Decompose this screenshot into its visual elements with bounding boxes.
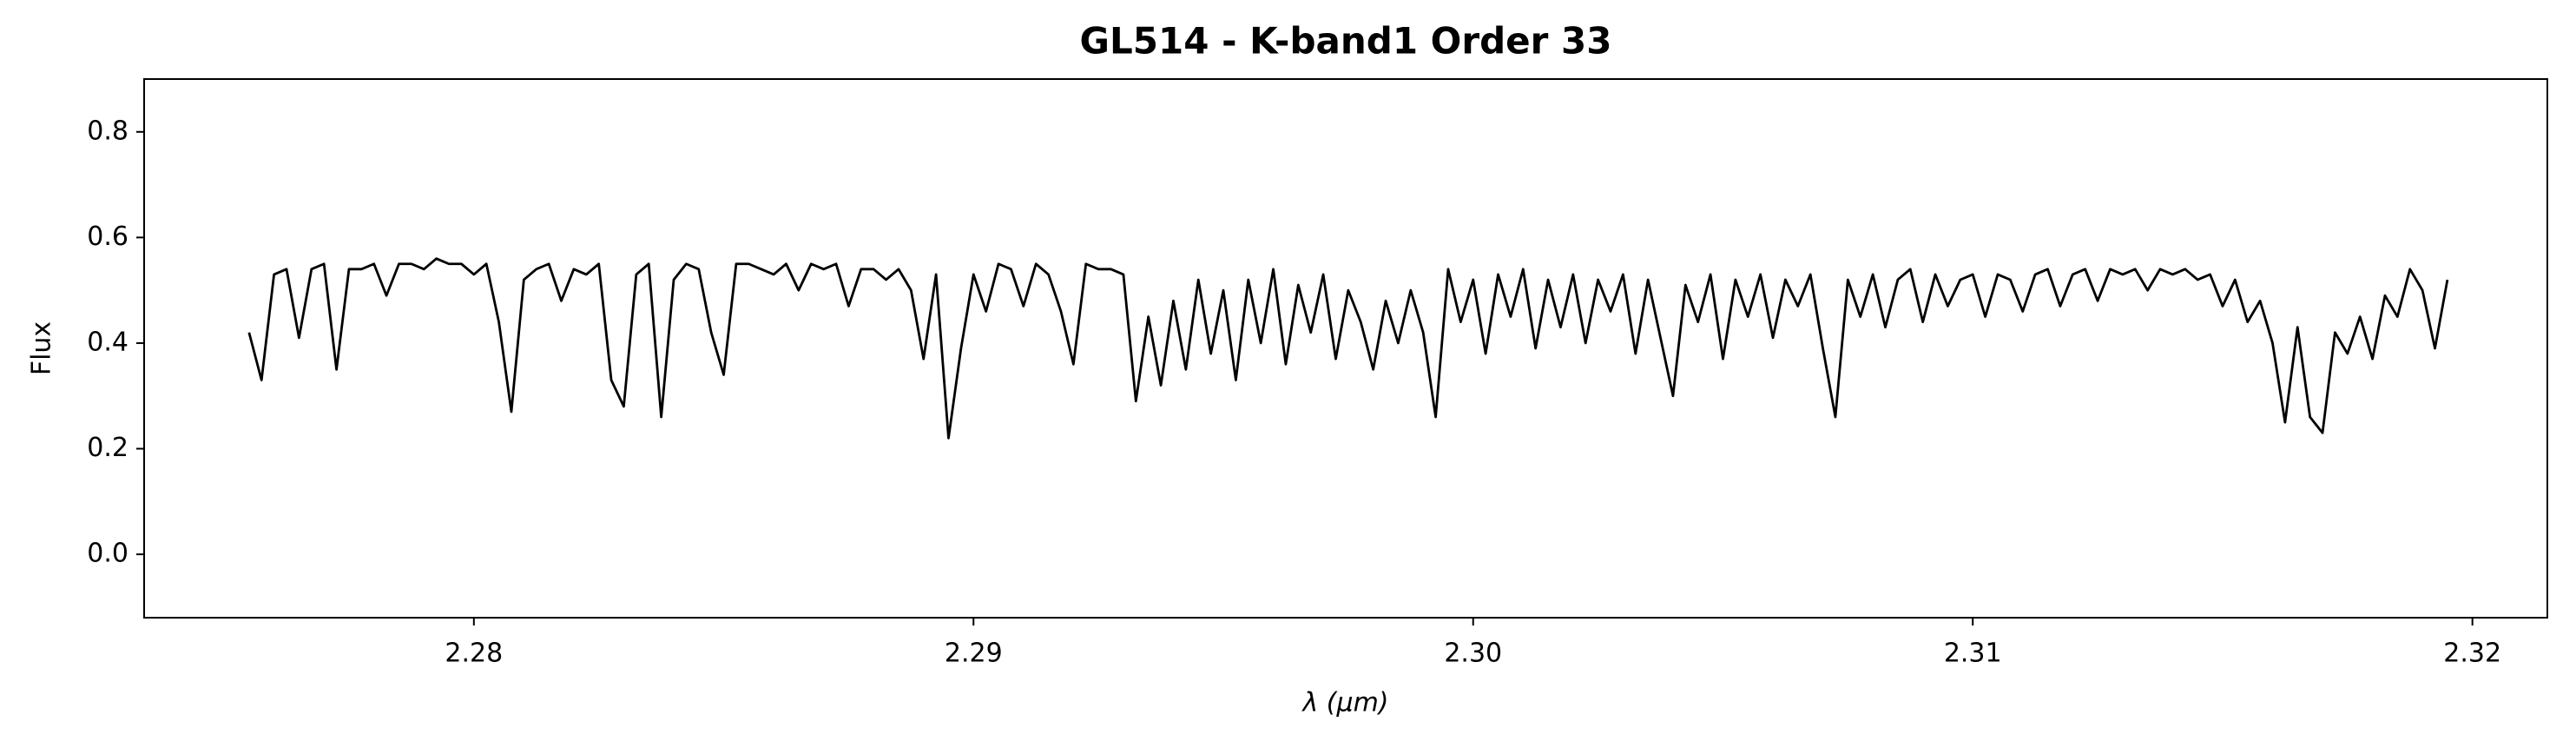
y-tick-label: 0.4 <box>87 327 128 357</box>
y-tick-label: 0.0 <box>87 539 128 569</box>
y-axis-label: Flux <box>27 321 57 375</box>
plot-frame <box>143 78 2548 619</box>
y-tick-label: 0.8 <box>87 116 128 146</box>
x-tick-label: 2.29 <box>945 639 1003 669</box>
x-tick-label: 2.28 <box>445 639 503 669</box>
x-tick-label: 2.31 <box>1944 639 2002 669</box>
chart-title: GL514 - K-band1 Order 33 <box>1080 20 1612 63</box>
x-axis-label: λ (μm) <box>1301 688 1388 718</box>
x-tick-label: 2.32 <box>2443 639 2501 669</box>
y-tick-label: 0.6 <box>87 222 128 252</box>
spectrum-line <box>247 257 2449 440</box>
y-tick-label: 0.2 <box>87 433 128 463</box>
x-tick-label: 2.30 <box>1444 639 1502 669</box>
